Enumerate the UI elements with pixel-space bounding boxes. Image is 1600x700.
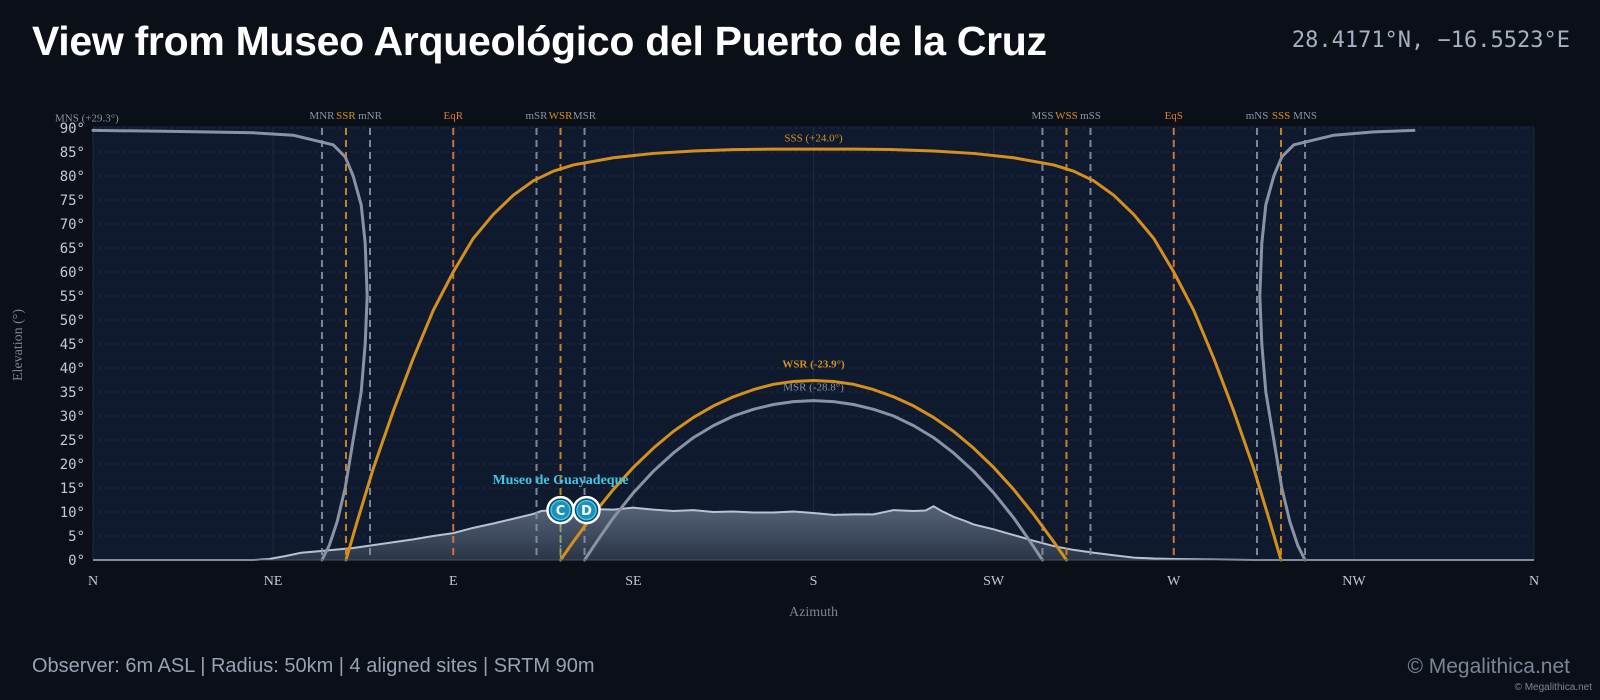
arc-label-3: MNS (+29.3°) (55, 112, 119, 124)
alignment-label-ssr: SSR (336, 110, 356, 122)
y-tick-label: 25° (60, 433, 85, 449)
y-tick-label: 75° (60, 193, 85, 209)
y-tick-label: 10° (60, 505, 85, 521)
y-tick-label: 90° (60, 121, 85, 137)
y-tick-label: 50° (60, 313, 85, 329)
arc-curve-4 (1258, 128, 1416, 562)
y-tick-label: 20° (60, 457, 85, 473)
alignment-label-wsr: WSR (549, 110, 574, 122)
y-tick-label: 15° (60, 481, 85, 497)
brand-watermark: © Megalithica.net (1514, 682, 1592, 693)
horizon-chart: MNR SSR mNR EqR mSR WSR MSR MSS WSS mSS EqS mNS SSS M… (11, 110, 1539, 620)
y-tick-label: 45° (60, 337, 85, 353)
arc-curves (91, 128, 1416, 562)
x-tick-label: S (810, 574, 818, 589)
site-marker-inner-d (576, 499, 597, 521)
x-tick-label: NW (1342, 574, 1366, 589)
x-axis-title: Azimuth (789, 605, 838, 620)
alignment-label-sss: SSS (1272, 110, 1290, 122)
aligned-sites[interactable]: Museo de Guayadeque C D (492, 473, 629, 560)
y-tick-label: 80° (60, 169, 85, 185)
x-tick-label: E (449, 574, 458, 589)
brand-link[interactable]: © Megalithica.net (1407, 655, 1570, 678)
site-marker-inner-c (550, 499, 571, 521)
arc-curve-3 (91, 128, 369, 562)
y-tick-label: 60° (60, 265, 85, 281)
y-tick-label: 30° (60, 409, 85, 425)
x-tick-label: N (1529, 574, 1539, 589)
x-tick-label: SW (983, 574, 1005, 589)
axes: 0° 5° 10° 15° 20° 25° 30° 35° 40° 45° 50° 55° 60° 65°… (11, 121, 1539, 620)
alignment-label-msr: mSR (525, 110, 548, 122)
x-tick-label: N (88, 574, 98, 589)
arc-curve-1 (559, 378, 1068, 562)
x-tick-label: SE (625, 574, 641, 589)
y-tick-label: 0° (68, 553, 85, 569)
y-tick-label: 65° (60, 241, 85, 257)
alignment-label-mss: MSS (1031, 110, 1053, 122)
terrain-fill (93, 506, 1534, 560)
alignment-label-mnr: MNR (309, 110, 335, 122)
observer-coordinates: 28.4171°N, −16.5523°E (1291, 28, 1570, 53)
y-tick-label: 40° (60, 361, 85, 377)
arc-curve-2 (583, 399, 1044, 562)
horizon-line (93, 505, 1534, 561)
arc-labels: SSS (+24.0°) WSR (-23.9°) MSR (-28.8°) MNS … (55, 112, 845, 393)
alignment-label-mns: MNS (1293, 110, 1317, 122)
alignment-label-eqr: EqR (443, 110, 463, 122)
arc-label-0: SSS (+24.0°) (784, 132, 843, 144)
y-tick-label: 5° (68, 529, 85, 545)
alignment-label-mns: mNS (1246, 110, 1269, 122)
alignment-label-eqs: EqS (1165, 110, 1183, 122)
alignment-label-mss: mSS (1080, 110, 1101, 122)
x-tick-label: NE (264, 574, 283, 589)
y-axis-title: Elevation (°) (11, 309, 26, 381)
alignment-label-mnr: mNR (358, 110, 383, 122)
x-tick-label: W (1167, 574, 1181, 589)
y-tick-label: 70° (60, 217, 85, 233)
alignment-label-msr: MSR (573, 110, 597, 122)
y-tick-label: 55° (60, 289, 85, 305)
terrain-layer (93, 505, 1534, 561)
arc-curve-0 (344, 147, 1283, 562)
page-title: View from Museo Arqueológico del Puerto … (32, 18, 1047, 64)
y-tick-label: 85° (60, 145, 85, 161)
site-marker-letter-d: D (581, 504, 592, 519)
site-marker-letter-c: C (556, 504, 566, 519)
alignment-label-wss: WSS (1055, 110, 1078, 122)
site-label: Museo de Guayadeque (492, 473, 628, 488)
arc-label-1: WSR (-23.9°) (782, 359, 845, 371)
arc-label-2: MSR (-28.8°) (783, 382, 844, 394)
observer-info: Observer: 6m ASL | Radius: 50km | 4 alig… (32, 655, 595, 677)
y-tick-label: 35° (60, 385, 85, 401)
alignment-lines: MNR SSR mNR EqR mSR WSR MSR MSS WSS mSS EqS mNS SSS M… (309, 110, 1317, 560)
